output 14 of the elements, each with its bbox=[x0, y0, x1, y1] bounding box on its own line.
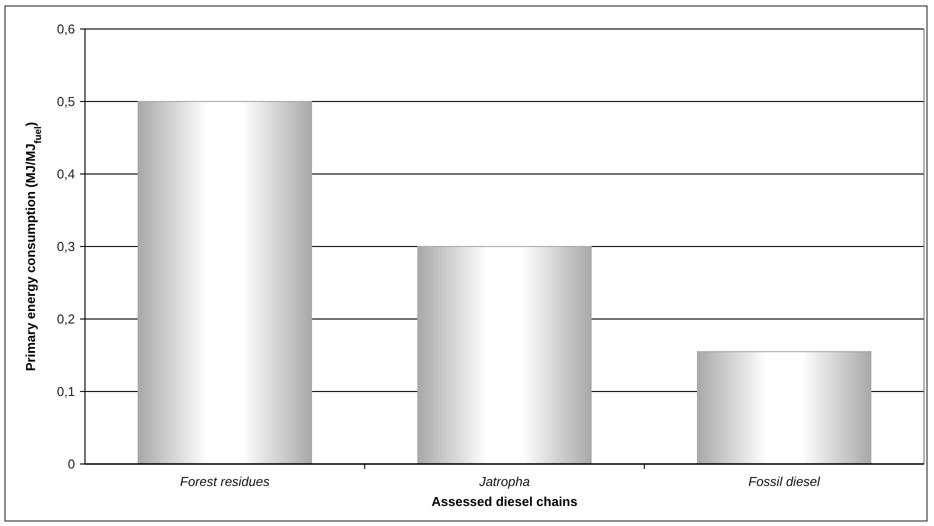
y-tick-label: 0,1 bbox=[56, 384, 75, 400]
x-axis-title: Assessed diesel chains bbox=[432, 494, 578, 509]
bar bbox=[696, 351, 872, 464]
bar bbox=[138, 101, 312, 464]
y-tick-label: 0,5 bbox=[56, 94, 75, 110]
y-tick-label: 0 bbox=[68, 456, 75, 472]
y-tick-label: 0,3 bbox=[56, 239, 75, 254]
y-tick-label: 0,4 bbox=[56, 166, 75, 182]
x-tick-label: Fossil diesel bbox=[748, 474, 822, 489]
y-tick-label: 0,6 bbox=[56, 22, 75, 37]
x-tick-label: Jatropha bbox=[478, 474, 530, 489]
y-tick-label: 0,2 bbox=[56, 312, 75, 327]
x-tick-label: Forest residues bbox=[180, 474, 270, 489]
bar bbox=[417, 246, 592, 464]
